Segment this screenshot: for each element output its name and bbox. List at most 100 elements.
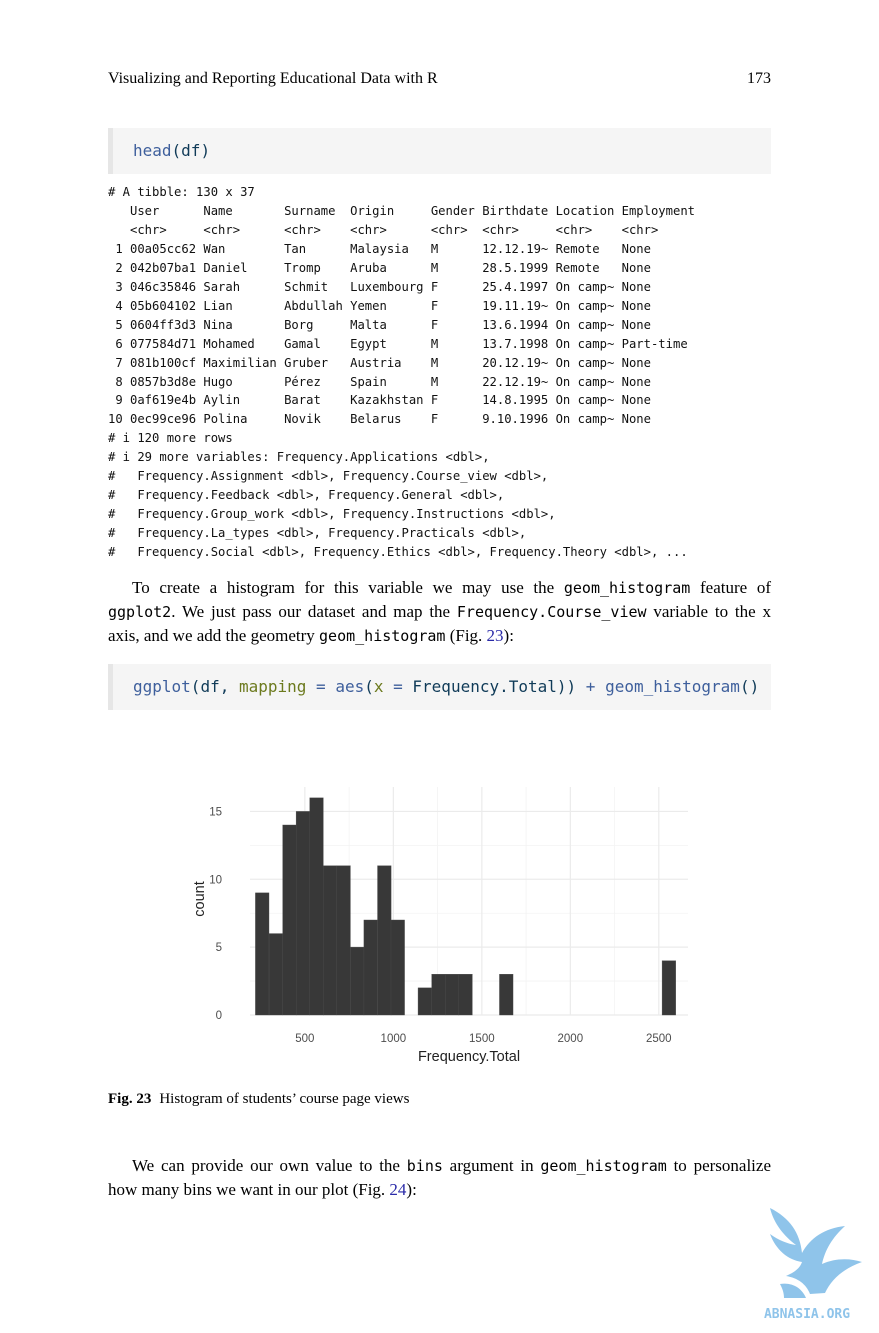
y-tick-label: 5 xyxy=(216,942,222,954)
histogram-bar xyxy=(350,946,365,1016)
y-tick-labels: 0 5 10 15 xyxy=(209,806,222,1022)
histogram-bar xyxy=(458,974,473,1016)
code-op: = xyxy=(383,677,413,696)
x-tick-label: 2500 xyxy=(646,1033,672,1045)
code-paren: ( xyxy=(171,141,182,160)
code-fn-ggplot: ggplot xyxy=(133,677,191,696)
page-number: 173 xyxy=(747,70,771,87)
code-var-df: df xyxy=(200,677,220,696)
console-line: # Frequency.Social <dbl>, Frequency.Ethi… xyxy=(108,545,688,560)
console-line: 4 05b604102 Lian Abdullah Yemen F 19.11.… xyxy=(115,298,651,313)
histogram-bar xyxy=(295,811,310,1016)
text: ): xyxy=(406,1180,417,1199)
histogram-bar xyxy=(309,797,324,1016)
griffin-icon xyxy=(770,1208,862,1298)
y-tick-label: 10 xyxy=(209,874,222,886)
x-tick-label: 2000 xyxy=(558,1033,584,1045)
text: We can provide our own value to the xyxy=(132,1156,407,1175)
console-line: 10 0ec99ce96 Polina Novik Belarus F 9.10… xyxy=(108,412,651,427)
inline-code: bins xyxy=(406,1157,443,1175)
paragraph-histogram-intro: To create a histogram for this variable … xyxy=(108,576,771,648)
code-var-frequency-total: Frequency.Total xyxy=(412,677,557,696)
histogram-bars xyxy=(255,797,676,1016)
histogram-bar xyxy=(417,987,432,1016)
code-op: = xyxy=(306,677,336,696)
watermark-text: ABNASIA.ORG xyxy=(764,1307,850,1322)
histogram-bar xyxy=(255,892,270,1016)
console-line: # Frequency.La_types <dbl>, Frequency.Pr… xyxy=(108,526,527,541)
code-arg-mapping: mapping xyxy=(238,677,307,696)
code-paren: () xyxy=(739,677,760,696)
console-line: # i 120 more rows xyxy=(108,431,233,446)
histogram-bar xyxy=(282,824,297,1016)
text: to personalize how many bins we want in … xyxy=(108,1156,771,1199)
console-line: 6 077584d71 Mohamed Gamal Egypt M 13.7.1… xyxy=(115,336,688,351)
code-fn-head: head xyxy=(133,141,172,160)
code-comma: , xyxy=(219,677,239,696)
histogram-bar xyxy=(268,933,283,1016)
inline-code: Frequency.Course_view xyxy=(456,603,647,621)
figure-label: Fig. 23 xyxy=(108,1091,152,1107)
code-block-head: head(df) xyxy=(108,128,771,174)
inline-code: geom_histogram xyxy=(540,1157,667,1175)
y-axis-label: count xyxy=(192,881,208,916)
x-tick-label: 500 xyxy=(295,1033,314,1045)
figure-caption-text: Histogram of students’ course page views xyxy=(159,1091,410,1107)
text: (Fig. xyxy=(445,626,487,645)
code-paren: ( xyxy=(364,677,374,696)
text: . We just pass our dataset and map the xyxy=(171,602,457,621)
paragraph-bins: We can provide our own value to the bins… xyxy=(108,1154,771,1202)
figure-caption: Fig. 23 Histogram of students’ course pag… xyxy=(108,1091,409,1108)
histogram-bar xyxy=(390,919,405,1016)
x-tick-label: 1000 xyxy=(381,1033,407,1045)
histogram-bar xyxy=(363,919,378,1016)
console-line: # i 29 more variables: Frequency.Applica… xyxy=(108,450,490,465)
code-paren: )) xyxy=(556,677,577,696)
console-line: # A tibble: 130 x 37 xyxy=(108,185,255,199)
text: To create a histogram for this variable … xyxy=(132,578,564,597)
text: argument in xyxy=(442,1156,541,1175)
histogram-chart: 500 1000 1500 2000 2500 0 5 10 15 Frequency.Tot… xyxy=(192,787,688,1065)
console-line: User Name Surname Origin Gender Birthdat… xyxy=(130,203,695,218)
console-line: 5 0604ff3d3 Nina Borg Malta F 13.6.1994 … xyxy=(115,317,651,332)
running-title: Visualizing and Reporting Educational Da… xyxy=(108,70,438,87)
histogram-bar xyxy=(431,974,446,1016)
watermark-logo: ABNASIA.ORG xyxy=(764,1208,862,1322)
console-line: # Frequency.Assignment <dbl>, Frequency.… xyxy=(108,469,549,484)
console-line: 9 0af619e4b Aylin Barat Kazakhstan F 14.… xyxy=(115,393,651,408)
code-arg-df: df xyxy=(181,141,201,160)
y-tick-label: 0 xyxy=(216,1010,222,1022)
console-line: # Frequency.Feedback <dbl>, Frequency.Ge… xyxy=(108,488,505,503)
histogram-bar xyxy=(377,865,392,1016)
code-fn-aes: aes xyxy=(335,677,365,696)
text: feature of xyxy=(690,578,772,597)
histogram-bar xyxy=(445,974,460,1016)
console-line: 1 00a05cc62 Wan Tan Malaysia M 12.12.19~… xyxy=(115,241,651,256)
figure-ref-link[interactable]: 23 xyxy=(486,626,504,645)
code-fn-geom-histogram: geom_histogram xyxy=(605,677,740,696)
code-paren: ( xyxy=(190,677,201,696)
inline-code: geom_histogram xyxy=(563,579,691,597)
x-tick-label: 1500 xyxy=(469,1033,495,1045)
text: ): xyxy=(503,626,514,645)
figure-ref-link[interactable]: 24 xyxy=(389,1180,407,1199)
x-axis-label: Frequency.Total xyxy=(418,1049,520,1065)
inline-code: geom_histogram xyxy=(319,627,446,645)
console-line: 3 046c35846 Sarah Schmit Luxembourg F 25… xyxy=(115,279,651,294)
histogram-bar xyxy=(661,960,676,1016)
text: variable to the x axis, and we add the g… xyxy=(108,602,771,645)
code-paren: ) xyxy=(200,141,211,160)
console-output: # A tibble: 130 x 37 User Name Surname O… xyxy=(108,183,695,562)
console-line: # Frequency.Group_work <dbl>, Frequency.… xyxy=(108,507,556,522)
y-tick-label: 15 xyxy=(209,806,222,818)
console-line: <chr> <chr> <chr> <chr> <chr> <chr> <chr… xyxy=(130,222,659,237)
console-line: 2 042b07ba1 Daniel Tromp Aruba M 28.5.19… xyxy=(115,260,651,275)
code-block-ggplot: ggplot(df, mapping = aes(x = Frequency.T… xyxy=(108,664,771,710)
x-tick-labels: 500 1000 1500 2000 2500 xyxy=(295,1033,671,1045)
console-line: 7 081b100cf Maximilian Gruber Austria M … xyxy=(115,355,651,370)
code-op-plus: + xyxy=(576,677,606,696)
console-line: 8 0857b3d8e Hugo Pérez Spain M 22.12.19~… xyxy=(115,374,651,389)
inline-code: ggplot2 xyxy=(108,603,172,621)
code-arg-x: x xyxy=(373,677,384,696)
histogram-bar xyxy=(499,974,514,1016)
